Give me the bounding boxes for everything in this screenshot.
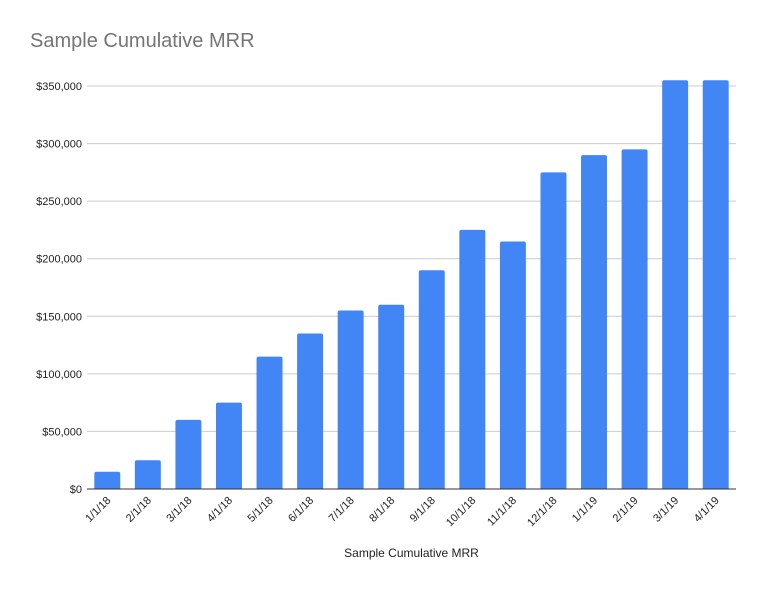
x-tick-label: 6/1/18 <box>286 495 316 525</box>
x-tick-label: 1/1/18 <box>83 495 113 525</box>
bar-4/1/19 <box>702 80 729 489</box>
bar-2/1/19 <box>621 149 648 490</box>
y-tick-label: $0 <box>70 484 82 496</box>
x-tick-label: 3/1/18 <box>164 495 194 525</box>
y-tick-label: $100,000 <box>36 369 82 381</box>
x-tick-label: 7/1/18 <box>327 495 357 525</box>
bar-1/1/19 <box>581 155 608 490</box>
x-tick-label: 8/1/18 <box>367 495 397 525</box>
x-tick-label: 12/1/18 <box>525 495 559 529</box>
x-tick-label: 3/1/19 <box>651 495 681 525</box>
bar-4/1/18 <box>215 402 242 489</box>
y-axis-ticks: $0 $50,000 $100,000 $150,000 $200,000 $250,00… <box>36 81 82 496</box>
x-tick-label: 2/1/19 <box>611 495 641 525</box>
bar-8/1/18 <box>378 304 405 489</box>
x-tick-label: 4/1/18 <box>205 495 235 525</box>
x-tick-label: 2/1/18 <box>124 495 154 525</box>
bars <box>94 80 729 490</box>
x-axis-title: Sample Cumulative MRR <box>344 546 479 560</box>
bar-9/1/18 <box>418 270 445 489</box>
y-tick-label: $250,000 <box>36 196 82 208</box>
x-tick-label: 10/1/18 <box>444 495 478 529</box>
x-tick-label: 9/1/18 <box>408 495 438 525</box>
bar-7/1/18 <box>337 310 364 489</box>
x-tick-label: 1/1/19 <box>570 495 600 525</box>
x-tick-label: 11/1/18 <box>485 495 519 529</box>
bar-12/1/18 <box>540 172 567 489</box>
y-tick-label: $300,000 <box>36 139 82 151</box>
y-tick-label: $150,000 <box>36 311 82 323</box>
bar-6/1/18 <box>297 333 324 489</box>
chart-title: Sample Cumulative MRR <box>30 30 255 52</box>
x-tick-label: 4/1/19 <box>692 495 722 525</box>
x-axis-ticks: 1/1/18 2/1/18 3/1/18 4/1/18 5/1/18 6/1/18 7/1/… <box>83 495 722 529</box>
x-tick-label: 5/1/18 <box>246 495 276 525</box>
bar-10/1/18 <box>459 229 486 489</box>
bar-1/1/18 <box>94 471 121 489</box>
bar-5/1/18 <box>256 356 283 489</box>
y-tick-label: $50,000 <box>42 426 82 438</box>
bar-11/1/18 <box>499 241 526 489</box>
y-tick-label: $350,000 <box>36 81 82 93</box>
bar-3/1/19 <box>662 80 689 489</box>
bar-2/1/18 <box>134 460 161 489</box>
bar-3/1/18 <box>175 419 202 489</box>
y-tick-label: $200,000 <box>36 254 82 266</box>
